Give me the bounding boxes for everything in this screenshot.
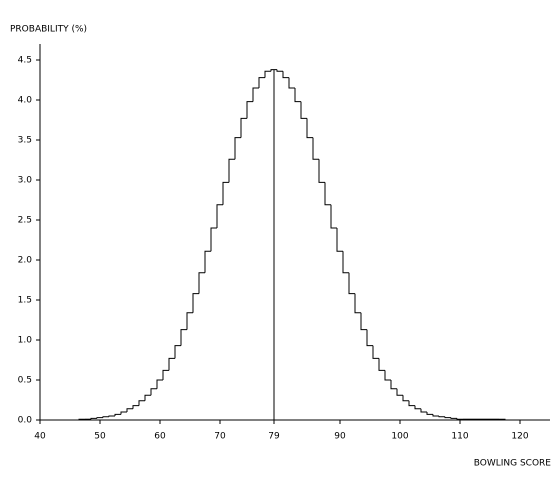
histogram-step [330, 204, 337, 229]
x-tick-label: 40 [34, 432, 46, 442]
histogram-step [96, 417, 103, 419]
histogram-step [426, 412, 433, 415]
histogram-step [210, 227, 217, 252]
y-tick-label: 0.0 [18, 416, 33, 426]
y-tick-label: 1.0 [18, 336, 33, 346]
y-tick-label: 2.0 [18, 256, 33, 266]
y-tick-label: 1.5 [18, 296, 32, 306]
x-tick-label: 100 [391, 432, 408, 442]
histogram-step [438, 416, 445, 418]
histogram-step [282, 71, 289, 79]
histogram-step [198, 272, 205, 294]
histogram-step [312, 137, 319, 160]
histogram-step [162, 369, 169, 380]
histogram-step [444, 416, 451, 419]
histogram-step [396, 388, 403, 396]
histogram-step [450, 417, 457, 419]
histogram-step [222, 181, 229, 205]
histogram-step [378, 358, 385, 371]
histogram-step [372, 345, 379, 359]
histogram-step [360, 312, 367, 331]
histogram-step [402, 395, 409, 402]
y-tick-label: 3.0 [18, 176, 33, 186]
histogram-step [78, 418, 85, 420]
histogram-step [192, 293, 199, 313]
histogram-step [90, 417, 97, 420]
histogram-step [156, 379, 163, 389]
histogram-step [384, 370, 391, 381]
histogram-step [270, 69, 277, 72]
x-tick-label: 70 [214, 432, 226, 442]
histogram-step [300, 101, 307, 119]
x-tick-label: 50 [94, 432, 106, 442]
x-tick-label: 90 [334, 432, 346, 442]
histogram-step [324, 182, 331, 206]
histogram-step [288, 77, 295, 89]
histogram-step [204, 250, 211, 273]
x-tick-label: 60 [154, 432, 166, 442]
histogram-step [306, 118, 313, 139]
histogram-step [318, 159, 325, 183]
histogram-step [276, 69, 283, 72]
histogram-step [120, 411, 127, 415]
histogram-step [408, 400, 415, 407]
histogram-step [150, 388, 157, 396]
y-tick-label: 0.5 [18, 376, 32, 386]
y-tick-label: 4.5 [18, 56, 32, 66]
histogram-step [252, 87, 259, 102]
histogram-step [390, 380, 397, 390]
histogram-step [144, 394, 151, 401]
x-tick-label: 120 [511, 432, 528, 442]
histogram-step [126, 408, 133, 412]
histogram-step [186, 312, 193, 330]
histogram-step [216, 204, 223, 228]
histogram-step [336, 228, 343, 252]
histogram-step [168, 357, 175, 371]
histogram-step [414, 405, 421, 410]
histogram-step [342, 251, 349, 274]
histogram-step [180, 329, 187, 346]
y-axis-label: PROBABILITY (%) [10, 25, 87, 35]
y-tick-label: 4.0 [18, 96, 33, 106]
x-axis-label: BOWLING SCORE [474, 459, 552, 469]
histogram-step [294, 88, 301, 103]
histogram-step [264, 70, 271, 78]
histogram-step [499, 418, 506, 420]
histogram-step [138, 400, 145, 406]
histogram-step [174, 345, 181, 359]
histogram-step [228, 158, 235, 183]
histogram-step [432, 414, 439, 417]
histogram-step [354, 293, 361, 314]
histogram-step [102, 416, 109, 418]
histogram-step [234, 137, 241, 160]
histogram-step [258, 77, 265, 88]
histogram-step [456, 418, 463, 420]
histogram-step [240, 117, 247, 138]
y-tick-label: 3.5 [18, 136, 32, 146]
histogram-step [114, 413, 121, 416]
histogram-step [420, 408, 427, 413]
histogram-step [348, 272, 355, 295]
x-tick-label: 79 [268, 432, 280, 442]
histogram-step [108, 415, 115, 417]
histogram-step [366, 329, 373, 347]
x-tick-label: 110 [451, 432, 468, 442]
histogram-step [246, 101, 253, 119]
y-tick-label: 2.5 [18, 216, 32, 226]
histogram-step [132, 405, 139, 409]
